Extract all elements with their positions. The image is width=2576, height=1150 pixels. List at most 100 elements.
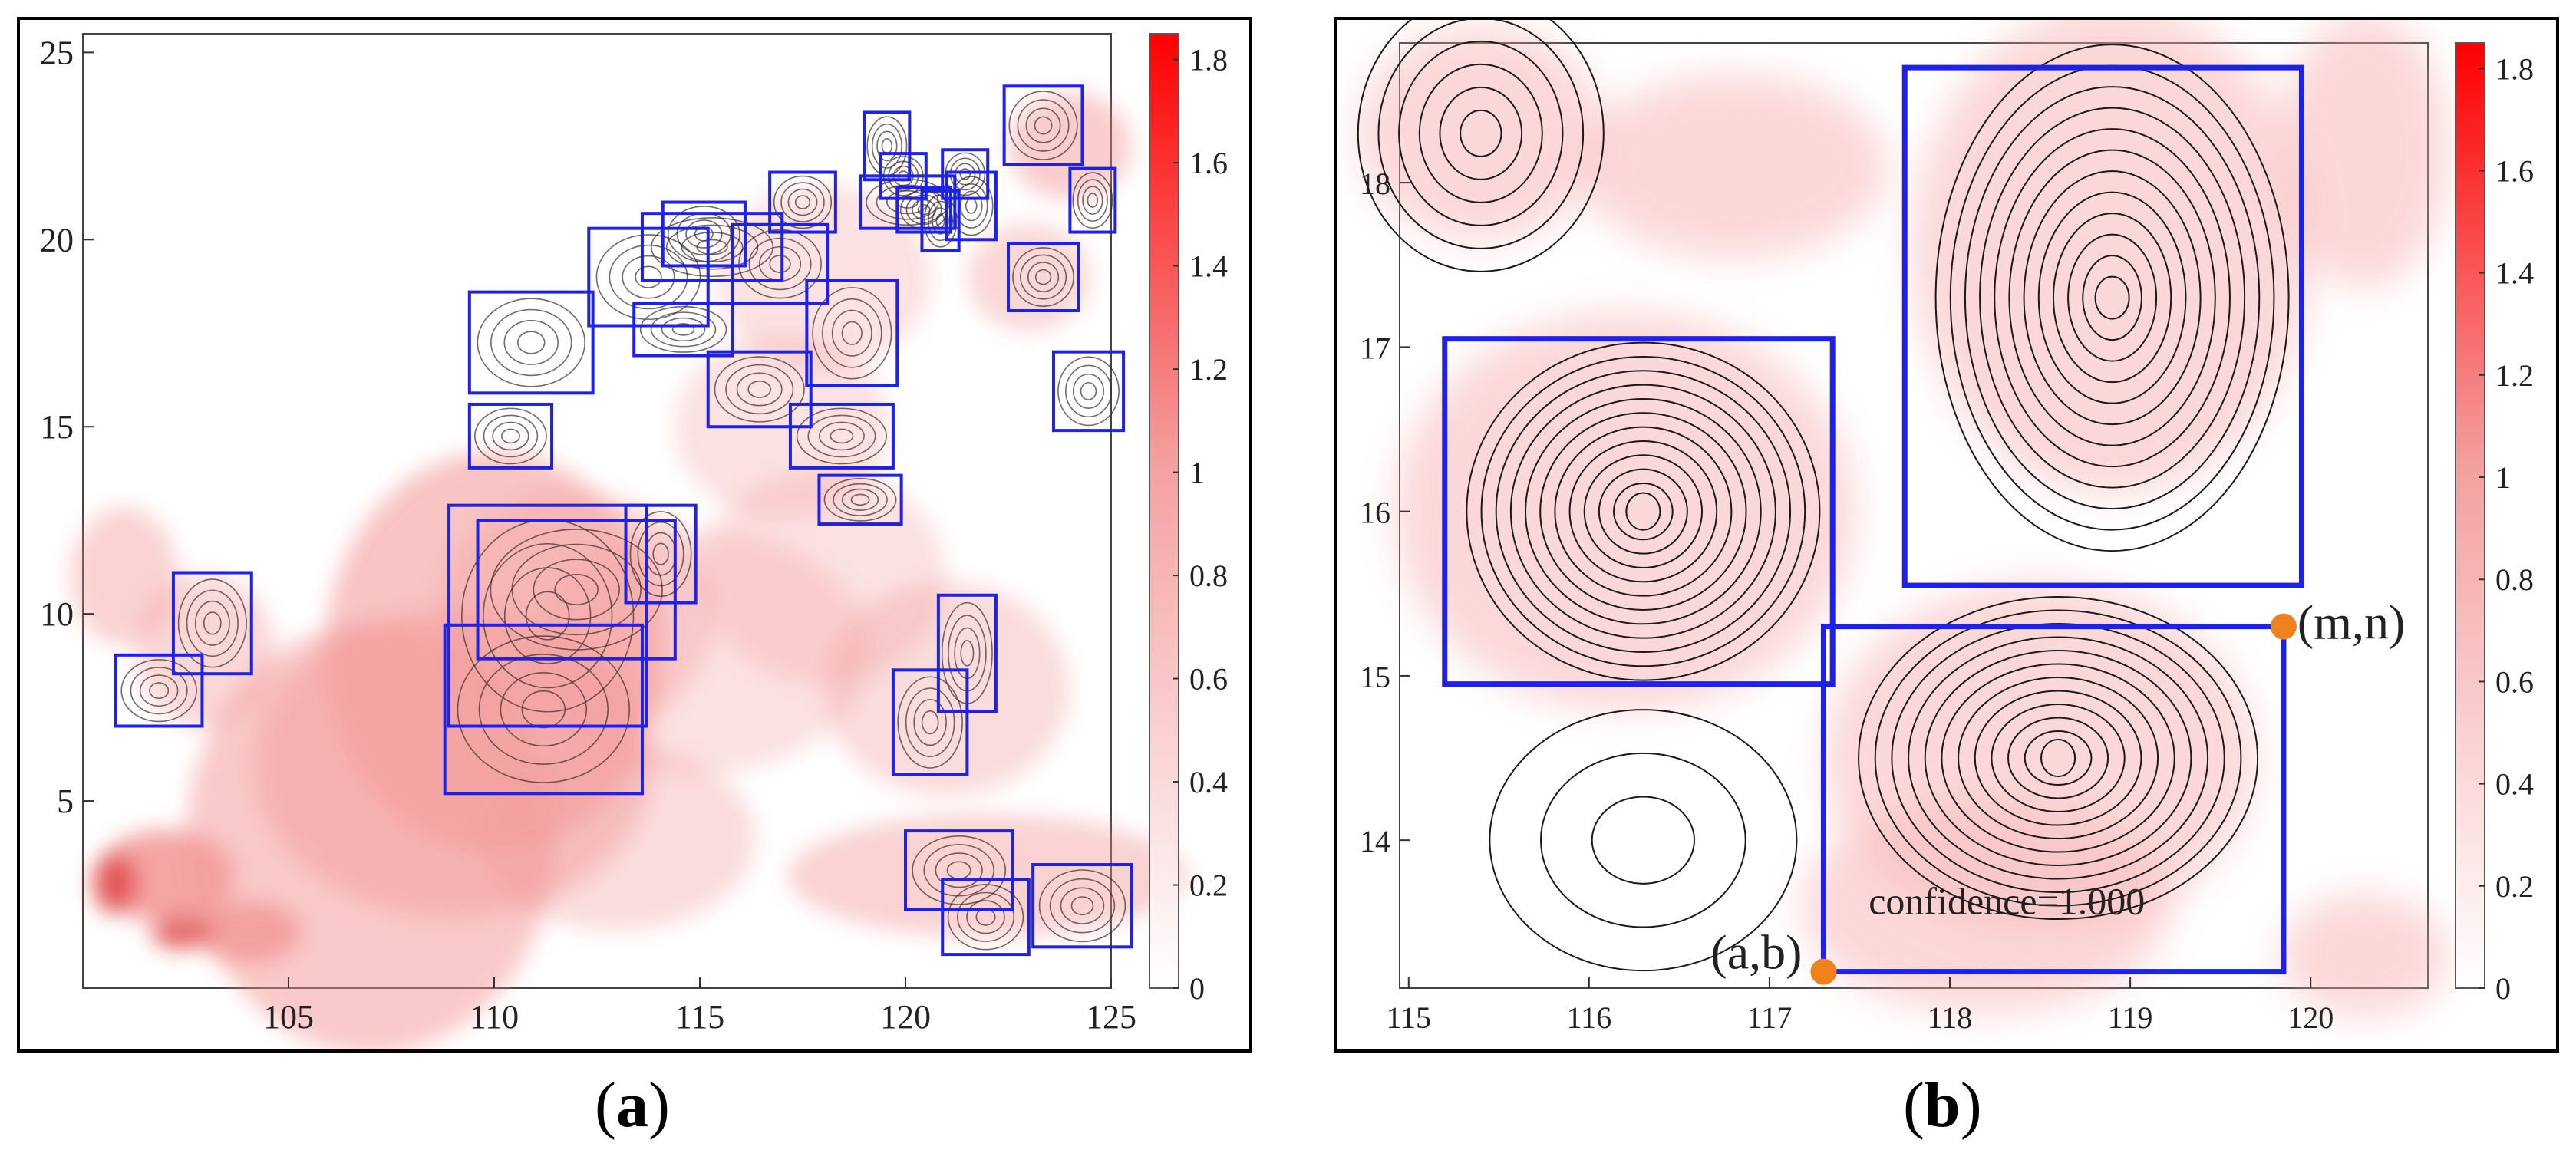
intensity-shade: [1802, 798, 2171, 1013]
caption-a-letter: a: [615, 1069, 648, 1141]
detection-box: [731, 222, 830, 305]
colorbar-tick-label: 0.2: [2495, 869, 2534, 904]
eddy-contour: [1077, 179, 1108, 222]
eddy-contour: [1874, 609, 2242, 907]
eddy-contour: [639, 305, 727, 353]
detection-box: [941, 878, 1031, 957]
eddy-contour: [1908, 636, 2209, 880]
eddy-contour: [622, 255, 675, 299]
detection-box: [904, 829, 1014, 911]
eddy-contour: [1625, 492, 1661, 531]
eddy-contour: [1072, 172, 1113, 229]
eddy-contour: [149, 682, 170, 700]
detection-box: [1442, 336, 1836, 687]
intensity-shade: [137, 574, 275, 728]
panel-a: 105 110 115 120 125 5 10 15 20 25 0 0.2 0.4 0.6 0.8 1…: [17, 17, 1252, 1053]
colorbar-tick-label: 1.4: [2495, 256, 2534, 291]
colorbar-tick-label: 1.6: [2495, 153, 2534, 188]
eddy-contour: [1974, 690, 2142, 826]
x-tick-label: 120: [2287, 1000, 2334, 1035]
eddy-contour: [685, 219, 723, 249]
y-tick-label: 18: [1360, 166, 1390, 201]
eddy-contour: [511, 543, 642, 636]
eddy-contour: [905, 687, 955, 757]
intensity-shade: [1394, 311, 1855, 711]
eddy-contour: [671, 323, 695, 336]
colorbar-tick-label: 0.8: [1189, 559, 1228, 593]
y-tick-label: 14: [1360, 824, 1390, 858]
eddy-contour: [736, 372, 783, 407]
eddy-contour: [1072, 373, 1105, 409]
panel-b: (a,b) (m,n) confidence=1.000 115 116 117 118…: [1334, 17, 2559, 1053]
y-tick-label: 15: [1360, 660, 1390, 694]
eddy-contour: [818, 421, 865, 451]
eddy-contour: [747, 381, 772, 398]
eddy-contour: [1509, 384, 1776, 639]
eddy-contour: [478, 654, 609, 765]
eddy-zoom-detail: (a,b)(m,n) confidence=1.000 115 116 117 118…: [1357, 20, 2534, 1035]
eddy-contour: [629, 511, 692, 598]
intensity-shade: [823, 581, 1070, 796]
eddy-contour: [1377, 20, 1585, 249]
detection-box: [447, 503, 648, 728]
caption-b: (b): [1903, 1069, 1982, 1141]
eddy-contour: [1080, 381, 1097, 400]
eddy-contour: [2082, 255, 2142, 341]
caption-b-letter: b: [1924, 1069, 1961, 1141]
eddy-contour: [500, 672, 588, 747]
eddy-contour: [1012, 247, 1074, 308]
intensity-peak: [150, 914, 213, 949]
eddy-contour: [1025, 107, 1061, 143]
eddy-contour: [525, 591, 570, 641]
detection-box: [114, 653, 204, 728]
eddy-contour: [2067, 233, 2158, 362]
x-tick-label: 115: [1386, 1000, 1431, 1035]
eddy-contour: [1439, 86, 1523, 180]
y-tick-label: 5: [57, 783, 74, 820]
eddy-contour: [921, 710, 939, 735]
eddy-detection-map: 105 110 115 120 125 5 10 15 20 25 0 0.2 0.4 0.6 0.8 1…: [40, 33, 1228, 1049]
eddy-contour: [482, 542, 613, 689]
eddy-contour: [1979, 107, 2246, 489]
eddy-contour: [651, 217, 774, 278]
eddy-contour: [959, 190, 983, 222]
eddy-contour: [1495, 370, 1792, 653]
eddy-contour: [831, 309, 872, 357]
detection-box: [920, 189, 961, 252]
eddy-contour: [516, 331, 546, 354]
eddy-contour: [1398, 40, 1564, 226]
intensity-peak: [92, 852, 139, 914]
eddy-contour: [595, 234, 701, 321]
eddy-contour: [490, 308, 572, 377]
detection-box: [1068, 166, 1117, 234]
detection-box: [640, 212, 784, 282]
eddy-contour: [1020, 254, 1067, 300]
eddy-contour: [2007, 717, 2109, 799]
detection-box: [587, 226, 710, 328]
x-tick-label: 116: [1567, 1000, 1612, 1035]
colorbar-tick-label: 1.6: [1189, 146, 1228, 180]
eddy-contour: [1065, 364, 1113, 418]
eddy-contour: [830, 428, 854, 444]
eddy-contour: [787, 188, 818, 216]
eddy-contour: [1466, 341, 1821, 681]
eddy-contour: [1568, 440, 1718, 583]
colorbar-tick-label: 0: [1189, 971, 1205, 1006]
x-tick-label: 115: [675, 998, 724, 1036]
detection-box: [805, 278, 899, 387]
eddy-contour: [841, 488, 879, 511]
eddy-contour: [490, 529, 663, 651]
y-tick-label: 10: [40, 595, 74, 633]
eddy-contour: [912, 835, 1007, 905]
detection-box: [817, 473, 903, 526]
eddy-contour: [1008, 91, 1078, 160]
eddy-contour: [1941, 663, 2175, 853]
x-tick-label: 125: [1086, 998, 1136, 1036]
eddy-contour: [1591, 796, 1696, 885]
colorbar-tick-label: 0.4: [2495, 767, 2534, 802]
eddy-contour: [637, 521, 684, 587]
colorbar-tick-label: 1.4: [1189, 249, 1228, 284]
detection-box: [467, 402, 554, 470]
eddy-contour: [483, 414, 539, 458]
eddy-contour: [871, 123, 902, 169]
